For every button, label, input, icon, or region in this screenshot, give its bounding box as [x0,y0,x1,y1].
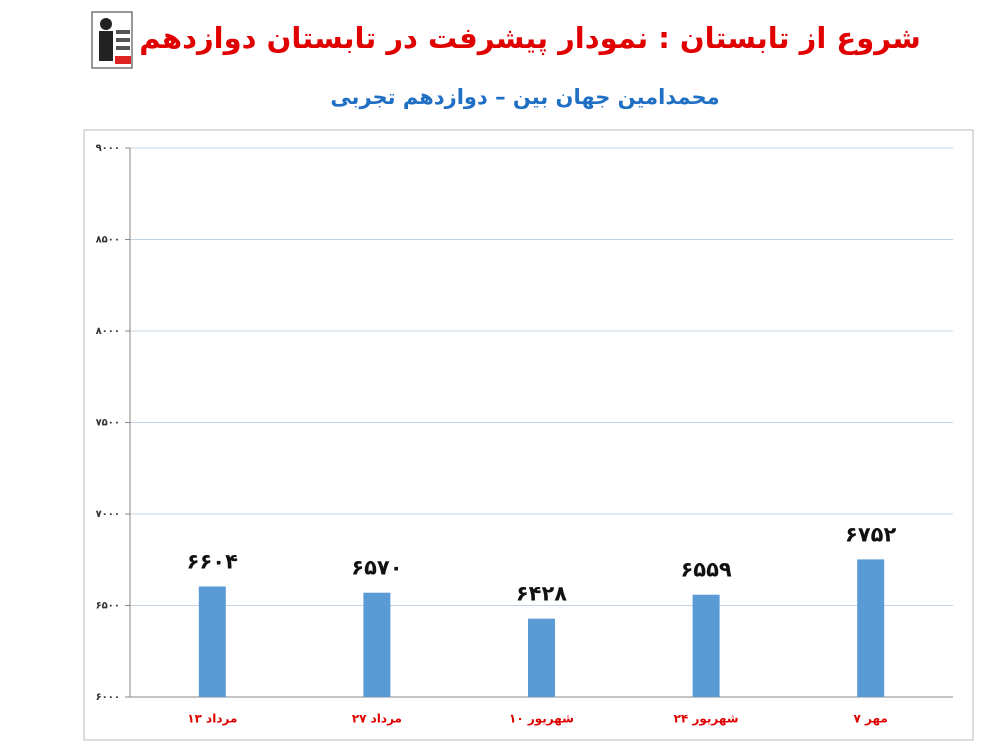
data-label: ۶۶۰۴ [187,549,238,573]
y-tick-label: ۸۵۰۰ [96,235,120,246]
y-tick-label: ۷۰۰۰ [96,509,120,520]
y-tick-label: ۹۰۰۰ [96,143,120,154]
x-tick-label: ۲۷ مرداد [352,712,402,726]
data-label: ۶۵۷۰ [351,556,402,580]
data-label: ۶۵۵۹ [680,558,731,582]
x-tick-label: ۱۳ مرداد [187,712,237,726]
x-tick-label: ۱۰ شهریور [509,712,574,727]
data-label: ۶۴۲۸ [516,582,567,606]
y-tick-label: ۸۰۰۰ [96,326,120,337]
chart-frame [83,129,974,741]
bar [528,618,555,697]
bar [198,586,226,697]
chart-subtitle: محمدامین جهان بین – دوازدهم تجربی [330,85,719,109]
x-tick-label: ۷ مهر [854,712,888,726]
y-tick-label: ۶۰۰۰ [96,692,120,703]
x-tick-label: ۲۴ شهریور [674,712,739,727]
y-tick-label: ۷۵۰۰ [96,418,120,429]
bar [692,594,720,697]
bar [363,592,391,697]
bar [857,559,885,697]
data-label: ۶۷۵۲ [845,522,896,546]
chart-title: شروع از تابستان : نمودار پیشرفت در تابست… [139,21,921,56]
logo [91,11,133,69]
y-tick-label: ۶۵۰۰ [96,601,120,612]
